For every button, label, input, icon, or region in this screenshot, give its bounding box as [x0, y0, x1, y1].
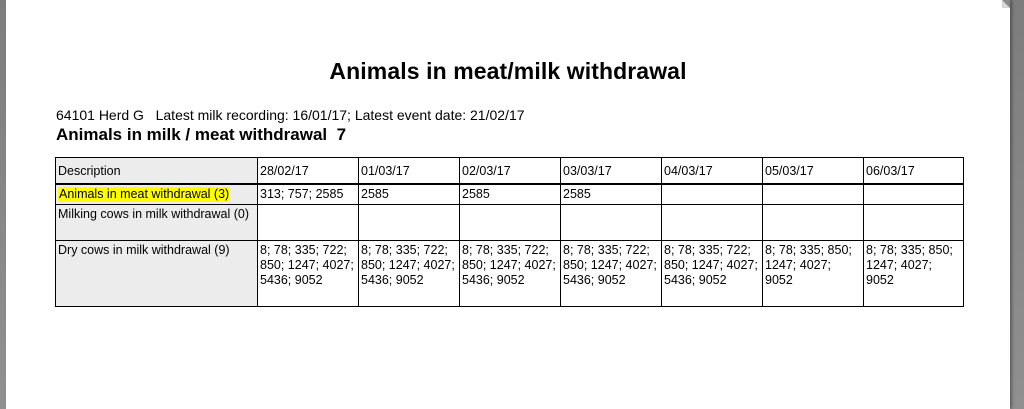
header-date: 03/03/17: [560, 157, 662, 185]
table-row: Animals in meat withdrawal (3) 313; 757;…: [55, 183, 964, 205]
header-date: 02/03/17: [459, 157, 561, 185]
table-cell: 2585: [459, 183, 561, 205]
report-subtitle: Animals in milk / meat withdrawal 7: [56, 125, 347, 144]
report-page: Animals in meat/milk withdrawal 64101 He…: [6, 0, 1010, 409]
header-date: 06/03/17: [863, 157, 964, 185]
table-cell: 8; 78; 335; 722; 850; 1247; 4027; 5436; …: [358, 240, 460, 307]
table-cell: 313; 757; 2585: [257, 183, 359, 205]
table-cell: [459, 204, 561, 241]
header-date: 04/03/17: [661, 157, 763, 185]
page-corner: [1002, 0, 1010, 8]
table-cell: [661, 183, 763, 205]
table-cell: 2585: [358, 183, 460, 205]
table-cell: [358, 204, 460, 241]
table-cell: [560, 204, 662, 241]
table-cell: [762, 183, 864, 205]
table-cell: 8; 78; 335; 850; 1247; 4027; 9052: [863, 240, 964, 307]
row-description: Dry cows in milk withdrawal (9): [55, 240, 258, 307]
report-title: Animals in meat/milk withdrawal: [329, 58, 687, 84]
table-cell: [257, 204, 359, 241]
table-cell: [863, 183, 964, 205]
header-date: 01/03/17: [358, 157, 460, 185]
table-cell: 2585: [560, 183, 662, 205]
herd-info-line: 64101 Herd G Latest milk recording: 16/0…: [56, 107, 525, 123]
table-row: Milking cows in milk withdrawal (0): [55, 204, 964, 241]
table-cell: 8; 78; 335; 850; 1247; 4027; 9052: [762, 240, 864, 307]
table-cell: 8; 78; 335; 722; 850; 1247; 4027; 5436; …: [257, 240, 359, 307]
table-cell: [661, 204, 763, 241]
table-cell: [863, 204, 964, 241]
row-description: Animals in meat withdrawal (3): [55, 183, 258, 205]
table-header-row: Description 28/02/17 01/03/17 02/03/17 0…: [55, 157, 964, 185]
table-row: Dry cows in milk withdrawal (9) 8; 78; 3…: [55, 240, 964, 307]
table-cell: [762, 204, 864, 241]
header-date: 05/03/17: [762, 157, 864, 185]
withdrawal-table: Description 28/02/17 01/03/17 02/03/17 0…: [55, 157, 964, 307]
header-date: 28/02/17: [257, 157, 359, 185]
table-cell: 8; 78; 335; 722; 850; 1247; 4027; 5436; …: [459, 240, 561, 307]
row-description: Milking cows in milk withdrawal (0): [55, 204, 258, 241]
header-description: Description: [55, 157, 258, 185]
table-cell: 8; 78; 335; 722; 850; 1247; 4027; 5436; …: [661, 240, 763, 307]
table-cell: 8; 78; 335; 722; 850; 1247; 4027; 5436; …: [560, 240, 662, 307]
highlighted-label: Animals in meat withdrawal (3): [58, 187, 231, 202]
